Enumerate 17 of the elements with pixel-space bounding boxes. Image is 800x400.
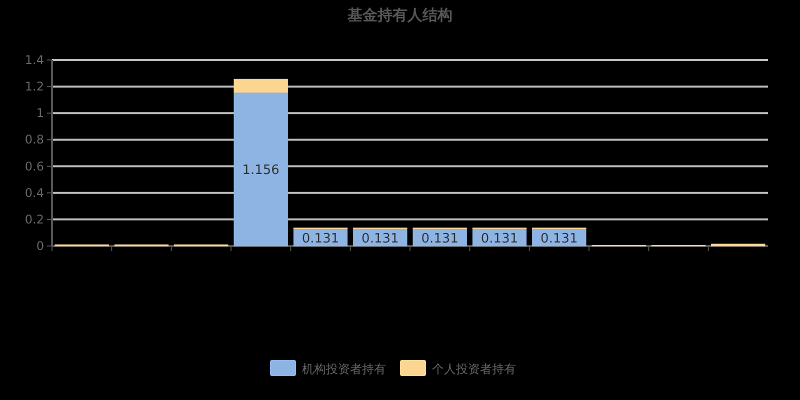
- y-tick-label: 0.8: [24, 132, 44, 147]
- y-tick-label: 0: [36, 239, 44, 253]
- y-tick-label: 0.4: [24, 186, 44, 200]
- data-label: 0.131: [480, 231, 518, 246]
- data-label: 0.131: [540, 231, 578, 246]
- y-tick-label: 0.6: [24, 159, 44, 174]
- legend-label: 机构投资者持有: [302, 362, 386, 376]
- y-tick-label: 1.4: [24, 53, 44, 67]
- y-tick-label: 1: [36, 106, 44, 120]
- data-label: 0.131: [302, 231, 340, 246]
- legend-label: 个人投资者持有: [432, 362, 516, 376]
- data-label: 0.131: [421, 231, 458, 246]
- y-tick-label: 0.2: [24, 212, 44, 226]
- data-label: 0.131: [362, 231, 399, 246]
- chart-title: 基金持有人结构: [346, 6, 452, 24]
- y-tick-label: 1.2: [24, 80, 44, 94]
- data-label: 1.156: [242, 163, 280, 178]
